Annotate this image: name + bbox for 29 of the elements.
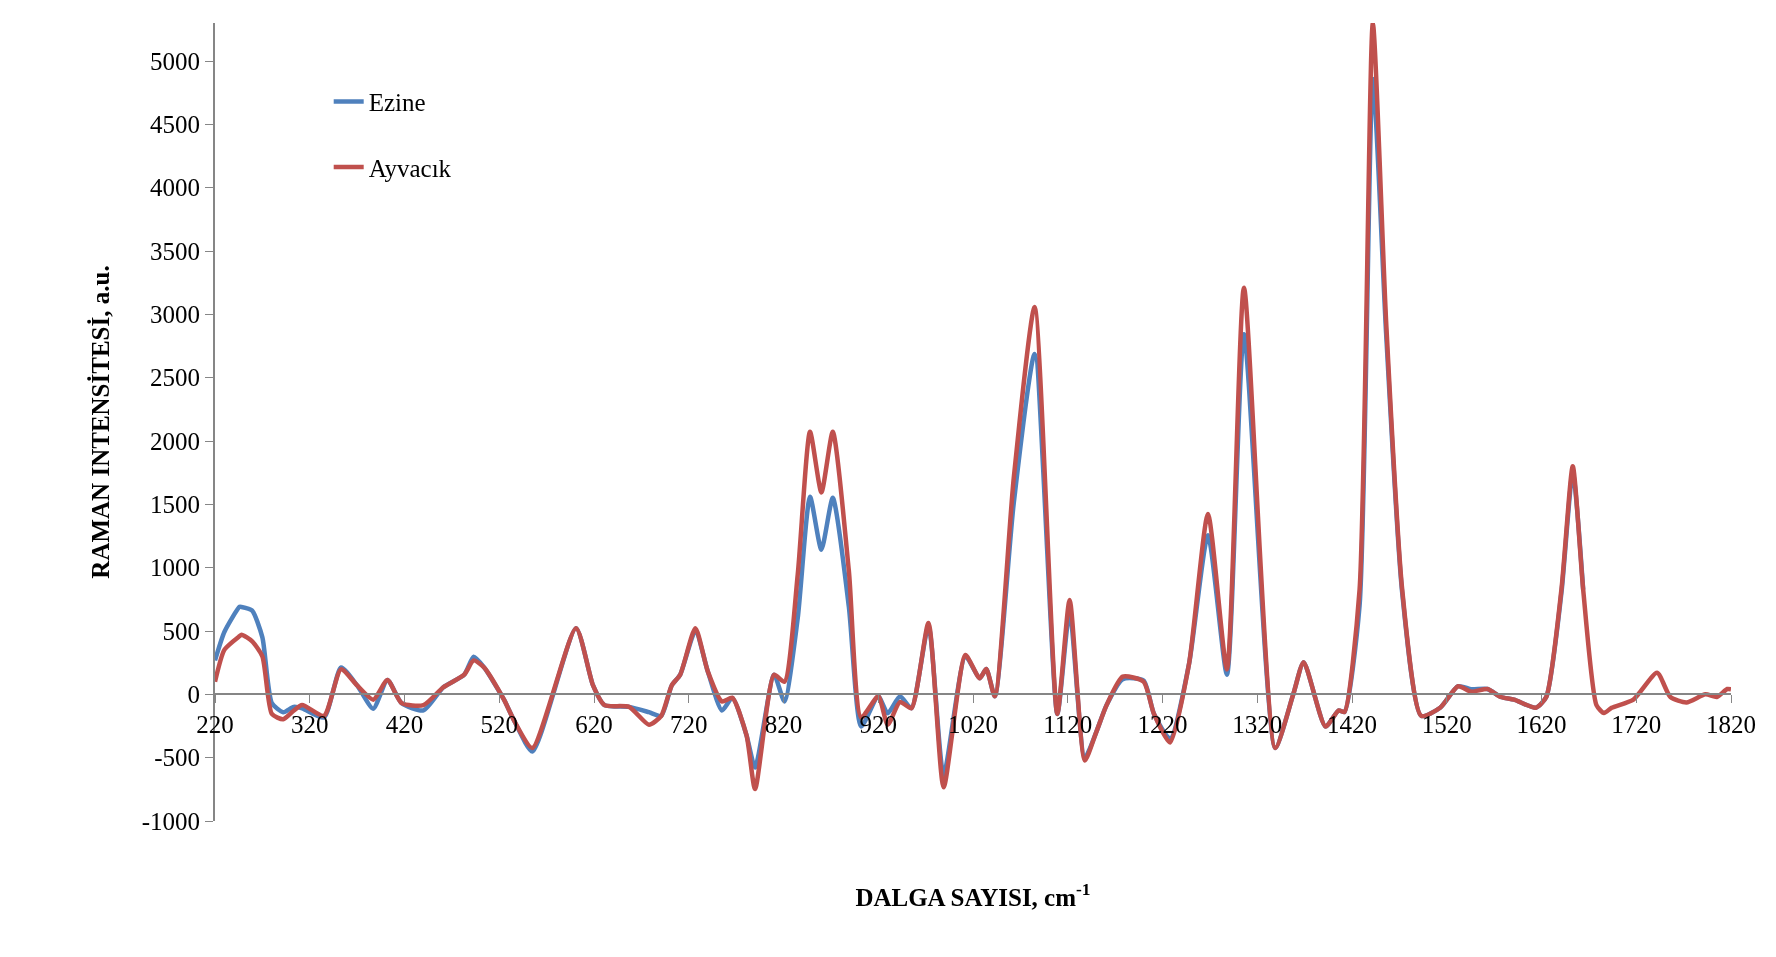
legend-label: Ezine bbox=[368, 89, 426, 117]
y-tick-label: 5000 bbox=[150, 47, 200, 75]
y-tick-label: 3500 bbox=[150, 237, 200, 265]
x-tick-label: 520 bbox=[480, 711, 518, 739]
x-tick-label: 420 bbox=[385, 711, 424, 739]
y-tick-label: 3000 bbox=[150, 301, 200, 329]
x-tick-label: 220 bbox=[196, 711, 234, 739]
x-axis-title: DALGA SAYISI, cm$^{-1}$ bbox=[855, 879, 1091, 911]
x-tick-label: 720 bbox=[670, 711, 708, 739]
y-tick-label: 2500 bbox=[150, 364, 200, 392]
y-tick-label: 0 bbox=[187, 681, 200, 709]
x-tick-label: 620 bbox=[575, 711, 613, 739]
x-tick-label: 1620 bbox=[1516, 711, 1567, 739]
legend-label: Ayvacık bbox=[368, 154, 452, 182]
x-tick-label: 320 bbox=[291, 711, 329, 739]
y-tick-label: 1000 bbox=[150, 554, 200, 582]
x-tick-label: 1520 bbox=[1421, 711, 1472, 739]
y-tick-label: 1500 bbox=[150, 491, 200, 519]
x-tick-label: 1720 bbox=[1611, 711, 1662, 739]
x-tick-label: 920 bbox=[859, 711, 897, 739]
x-tick-label: 1420 bbox=[1327, 711, 1377, 739]
y-tick-label: 4000 bbox=[150, 174, 200, 202]
y-tick-label: 500 bbox=[162, 617, 200, 645]
y-tick-label: -1000 bbox=[141, 807, 200, 835]
y-tick-label: -500 bbox=[154, 744, 200, 772]
y-axis-title: RAMAN INTENSİTESİ, a.u. bbox=[86, 265, 114, 579]
y-tick-label: 2000 bbox=[150, 427, 200, 455]
y-tick-label: 4500 bbox=[150, 111, 200, 139]
x-tick-label: 1820 bbox=[1706, 711, 1756, 739]
